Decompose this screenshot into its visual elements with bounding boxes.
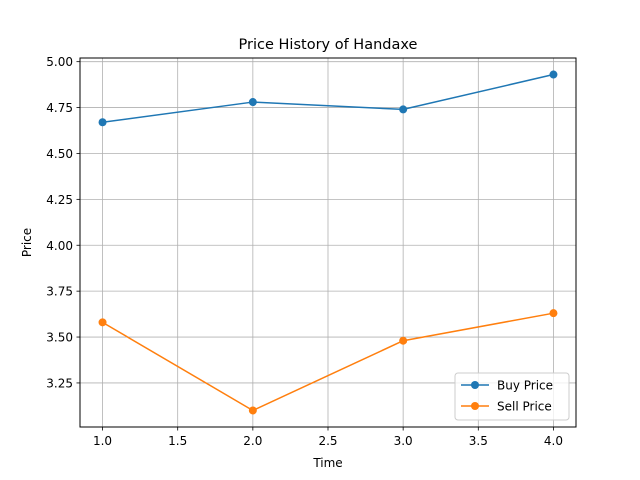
y-tick-label: 3.75 (46, 285, 73, 299)
sell-price-point (98, 318, 107, 327)
y-tick-label: 3.50 (46, 331, 73, 345)
y-tick-label: 4.75 (46, 101, 73, 115)
legend-label-sell-price: Sell Price (497, 400, 552, 414)
buy-price-line (102, 73, 554, 123)
legend: Buy Price Sell Price (454, 372, 570, 421)
buy-price-point (549, 70, 558, 79)
sell-price-point (248, 406, 257, 415)
y-tick-label: 4.25 (46, 193, 73, 207)
x-tick-label: 1.5 (168, 434, 187, 448)
legend-label-buy-price: Buy Price (497, 379, 553, 393)
y-tick-label: 5.00 (46, 55, 73, 69)
buy-price-point (399, 105, 408, 114)
x-tick-label: 1.0 (93, 434, 112, 448)
sell-price-point (549, 309, 558, 318)
grid-lines (80, 58, 576, 427)
x-tick-label: 2.5 (318, 434, 337, 448)
buy-price-point (248, 98, 257, 107)
y-tick-label: 4.00 (46, 239, 73, 253)
x-tick-label: 2.0 (243, 434, 262, 448)
x-axis-title: Time (312, 456, 342, 470)
x-tick-label: 3.5 (469, 434, 488, 448)
buy-price-point (98, 118, 107, 127)
chart-title: Price History of Handaxe (239, 37, 418, 53)
y-axis-title: Price (20, 228, 34, 257)
sell-price-point (399, 336, 408, 345)
legend-swatch-marker-buy-price (471, 381, 479, 389)
y-tick-label: 3.25 (46, 376, 73, 390)
x-tick-label: 4.0 (544, 434, 563, 448)
legend-swatch-marker-sell-price (471, 402, 479, 410)
series-layer (98, 70, 558, 415)
sell-price-line (102, 312, 554, 412)
x-tick-label: 3.0 (394, 434, 413, 448)
axis-ticks: 1.0 1.5 2.0 2.5 3.0 3.5 4.0 3.25 3.50 3.75 4.00 4.2… (46, 55, 563, 448)
y-tick-label: 4.50 (46, 147, 73, 161)
